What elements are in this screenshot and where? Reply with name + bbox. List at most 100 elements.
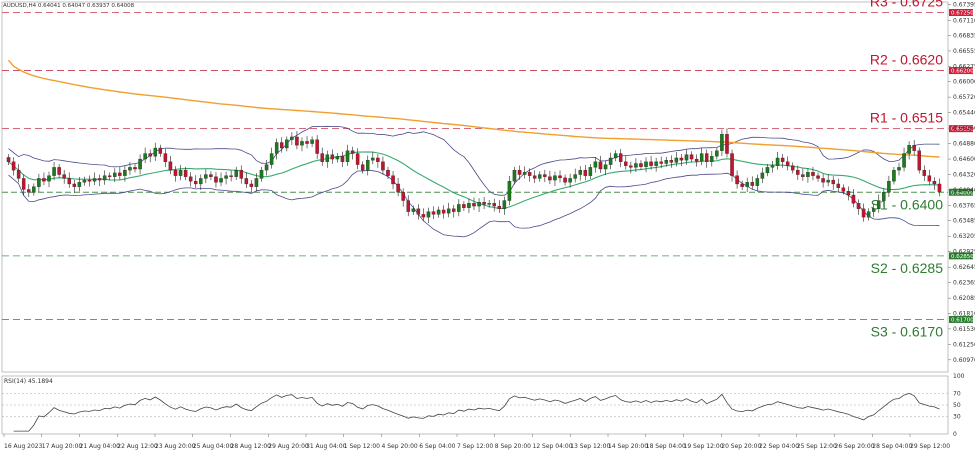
candle-body <box>760 172 765 179</box>
candle-body <box>244 178 249 185</box>
candle-body <box>42 178 46 182</box>
x-tick-label: 7 Sep 12:00 <box>457 443 493 450</box>
candle-body <box>102 175 107 181</box>
level-label: S3 - 0.6170 <box>871 323 944 339</box>
level-label: R1 - 0.6515 <box>870 110 943 126</box>
candle-body <box>573 174 577 179</box>
candle-body <box>426 211 431 218</box>
candle-body <box>770 165 775 168</box>
candle-body <box>416 208 421 215</box>
x-tick-label: 6 Sep 04:00 <box>419 443 455 450</box>
candle-body <box>543 174 547 177</box>
candle-body <box>421 214 426 218</box>
candle-body <box>725 134 729 154</box>
x-tick-label: 23 Aug 20:00 <box>155 443 196 450</box>
candle-body <box>558 175 562 179</box>
x-tick-label: 8 Sep 20:00 <box>495 443 531 450</box>
candle-body <box>178 169 183 176</box>
candle-body <box>497 205 502 209</box>
candle-body <box>239 169 244 179</box>
candle-body <box>57 167 61 175</box>
level-price-tag <box>949 252 973 260</box>
candle-body <box>618 153 623 162</box>
candle-body <box>224 175 228 179</box>
candle-body <box>816 175 820 179</box>
candle-body <box>11 161 16 171</box>
rsi-line <box>13 392 940 432</box>
candle-body <box>715 150 719 157</box>
x-tick-label: 28 Sep 04:00 <box>872 443 912 450</box>
x-tick-label: 19 Sep 12:00 <box>684 443 724 450</box>
x-tick-label: 29 Sep 12:00 <box>910 443 950 450</box>
y-tick-label: 0.67395 <box>953 1 975 8</box>
candle-body <box>861 208 866 218</box>
level-price-tag-text: 0.65150 <box>951 127 974 133</box>
candle-body <box>340 156 345 162</box>
level-price-tag-text: 0.66200 <box>951 69 974 75</box>
candle-body <box>305 141 309 144</box>
x-tick-label: 22 Aug 12:00 <box>117 443 158 450</box>
candle-body <box>310 139 314 144</box>
candle-body <box>295 136 299 146</box>
candle-body <box>446 208 451 214</box>
candle-body <box>937 183 942 192</box>
x-tick-label: 20 Sep 20:00 <box>721 443 761 450</box>
candle-body <box>912 145 916 151</box>
candle-body <box>548 176 552 181</box>
candle-body <box>163 153 168 162</box>
candle-body <box>477 202 481 207</box>
candle-body <box>97 178 102 181</box>
candle-body <box>285 139 289 149</box>
candle-body <box>598 161 603 170</box>
candle-body <box>87 179 92 182</box>
candle-body <box>608 157 613 165</box>
candle-body <box>300 141 304 146</box>
x-tick-label: 25 Aug 04:00 <box>193 443 234 450</box>
x-tick-label: 26 Sep 20:00 <box>835 443 875 450</box>
candle-body <box>659 161 663 164</box>
level-price-tag-text: 0.62850 <box>951 254 974 260</box>
candle-body <box>254 178 259 187</box>
candle-body <box>219 178 223 183</box>
candle-body <box>371 157 375 161</box>
rsi-tick-label: 0 <box>953 431 957 438</box>
candle-body <box>720 134 724 151</box>
y-tick-label: 0.66555 <box>953 48 975 55</box>
candle-body <box>887 181 891 193</box>
rsi-tick-label: 30 <box>953 414 961 421</box>
candle-body <box>866 211 871 218</box>
candle-body <box>765 167 770 174</box>
candle-body <box>892 169 896 182</box>
candle-body <box>173 169 178 176</box>
candle-body <box>578 169 582 175</box>
level-label: R2 - 0.6620 <box>870 52 943 68</box>
chart-title: AUDUSD,H4 0.64041 0.64047 0.63937 0.6400… <box>3 3 135 9</box>
candle-body <box>826 179 830 183</box>
y-tick-label: 0.62085 <box>953 295 975 302</box>
candle-body <box>148 153 152 157</box>
candle-body <box>168 161 173 171</box>
level-price-tag <box>949 125 973 133</box>
candle-body <box>710 156 714 162</box>
candle-body <box>158 147 163 154</box>
candle-body <box>694 158 699 162</box>
candle-body <box>234 169 238 177</box>
candle-body <box>482 202 486 205</box>
candle-body <box>396 183 400 193</box>
x-tick-label: 31 Aug 04:00 <box>306 443 347 450</box>
candle-body <box>128 167 132 171</box>
level-price-tag <box>949 315 973 323</box>
candle-body <box>229 175 233 177</box>
candle-body <box>274 142 279 154</box>
candle-body <box>62 174 66 179</box>
upper-band-line <box>8 125 940 196</box>
candle-body <box>52 167 56 176</box>
candle-body <box>37 178 41 187</box>
candle-body <box>133 167 137 170</box>
candle-body <box>871 208 876 212</box>
candle-body <box>290 136 294 140</box>
candle-body <box>345 150 350 162</box>
candle-body <box>831 179 835 185</box>
candle-body <box>593 161 598 168</box>
